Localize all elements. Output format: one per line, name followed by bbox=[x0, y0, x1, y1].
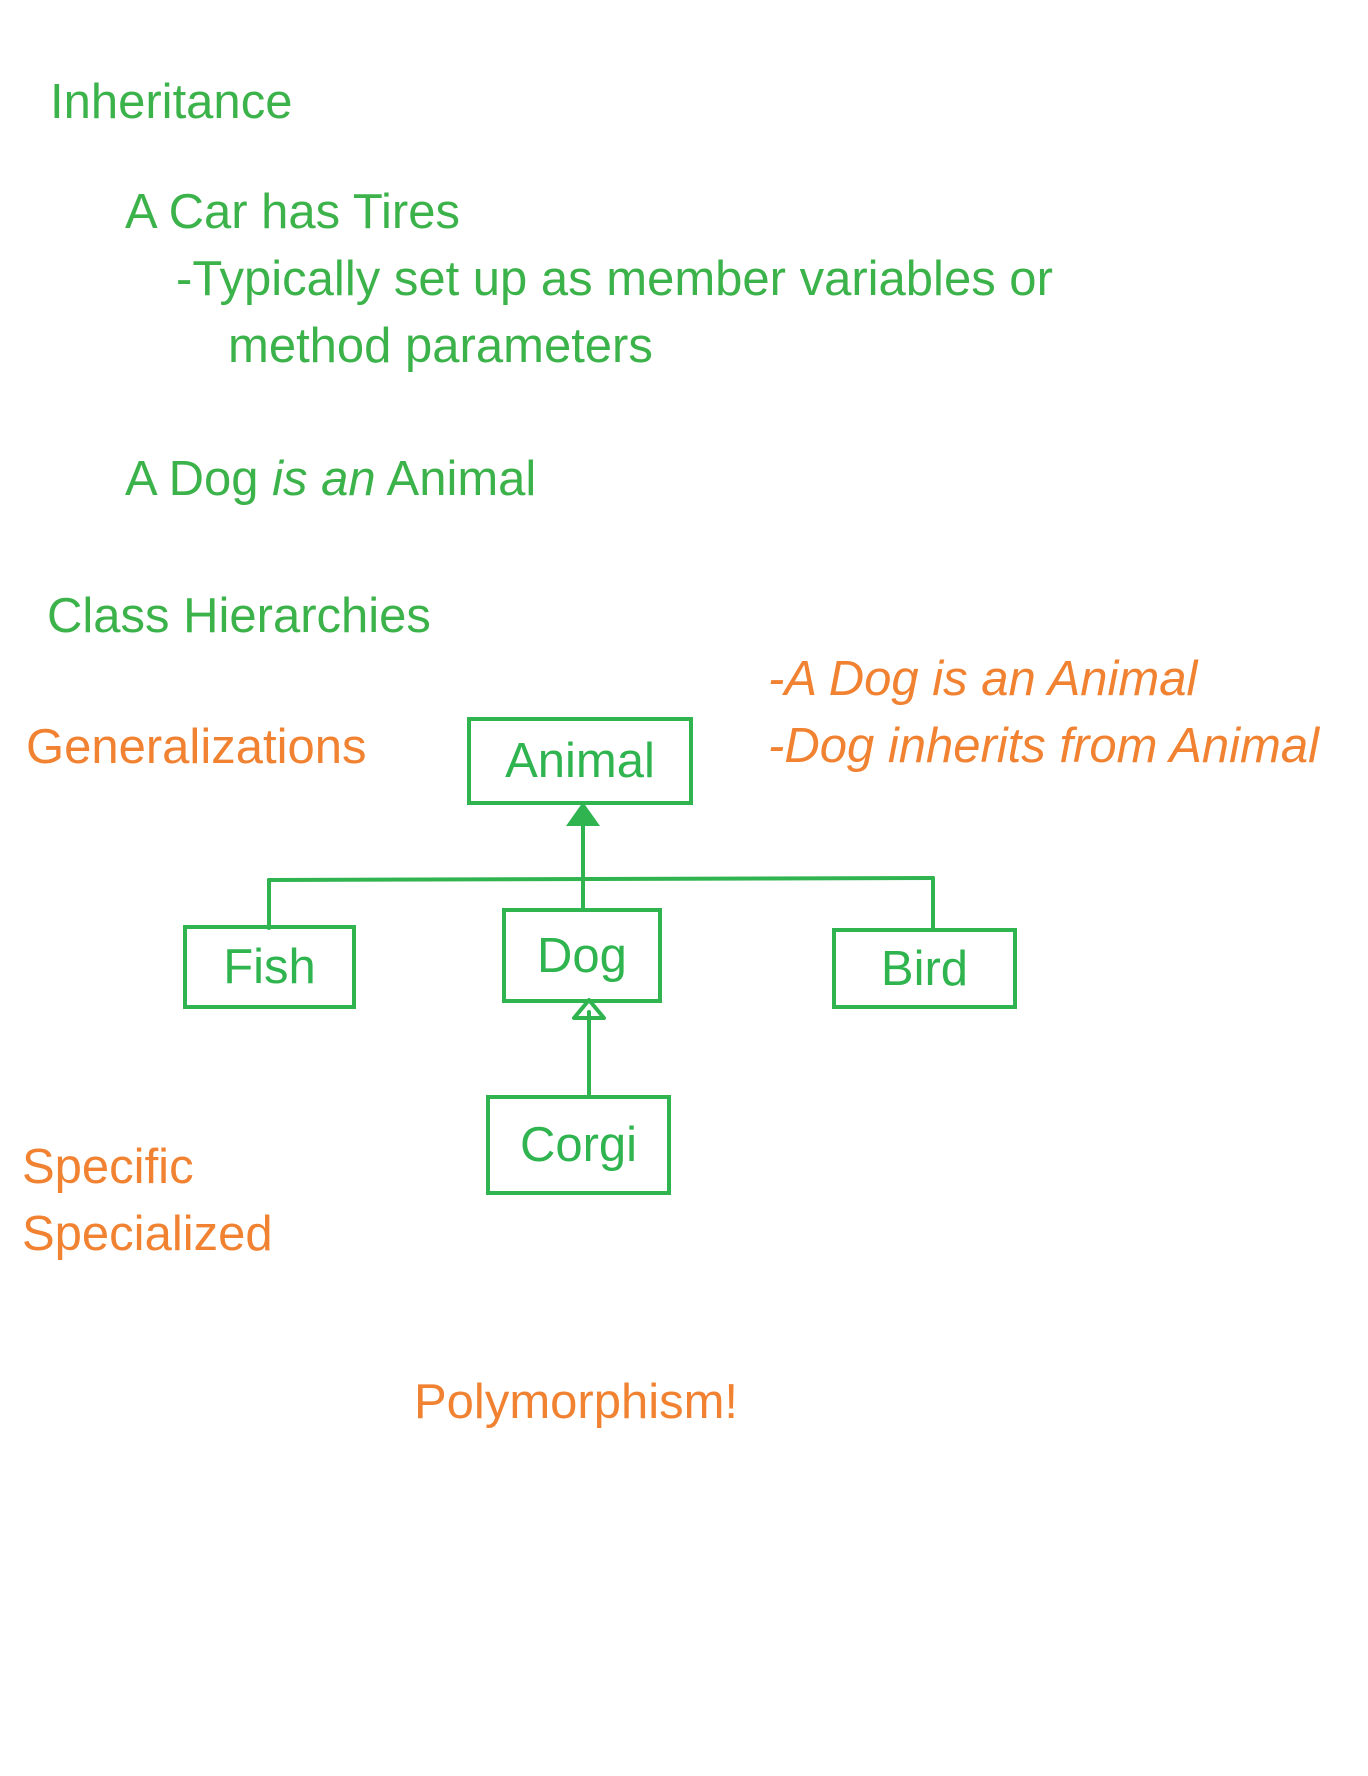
is-a-prefix: A Dog bbox=[125, 452, 273, 506]
arrowhead-dog bbox=[572, 998, 606, 1020]
side-note-inherits: -Dog inherits from Animal bbox=[768, 719, 1319, 773]
class-box-corgi: Corgi bbox=[486, 1095, 671, 1195]
class-label-corgi: Corgi bbox=[519, 1118, 638, 1172]
is-a-suffix: Animal bbox=[375, 452, 537, 506]
label-specific: Specific bbox=[22, 1140, 194, 1194]
title-class-hierarchies: Class Hierarchies bbox=[47, 589, 431, 643]
has-a-detail-line1: -Typically set up as member variables or bbox=[176, 252, 1053, 306]
class-label-dog: Dog bbox=[537, 929, 627, 983]
class-label-animal: Animal bbox=[505, 734, 655, 788]
title-inheritance: Inheritance bbox=[50, 75, 293, 129]
label-generalizations: Generalizations bbox=[26, 720, 367, 774]
class-box-animal: Animal bbox=[467, 717, 693, 805]
is-a-emphasis: is an bbox=[272, 452, 376, 506]
is-a-example: A Dog is an Animal bbox=[125, 455, 536, 504]
has-a-detail-line2: method parameters bbox=[228, 319, 653, 373]
side-note-is-a: -A Dog is an Animal bbox=[768, 652, 1198, 706]
arrowhead-animal bbox=[566, 802, 600, 826]
class-box-bird: Bird bbox=[832, 928, 1017, 1009]
connector-horizontal-bar bbox=[267, 876, 935, 882]
class-label-fish: Fish bbox=[223, 940, 316, 994]
has-a-example: A Car has Tires bbox=[125, 185, 460, 239]
label-specialized: Specialized bbox=[22, 1207, 273, 1261]
class-label-bird: Bird bbox=[880, 941, 969, 996]
label-polymorphism: Polymorphism! bbox=[414, 1375, 739, 1429]
class-box-fish: Fish bbox=[183, 925, 356, 1009]
class-box-dog: Dog bbox=[502, 908, 662, 1003]
